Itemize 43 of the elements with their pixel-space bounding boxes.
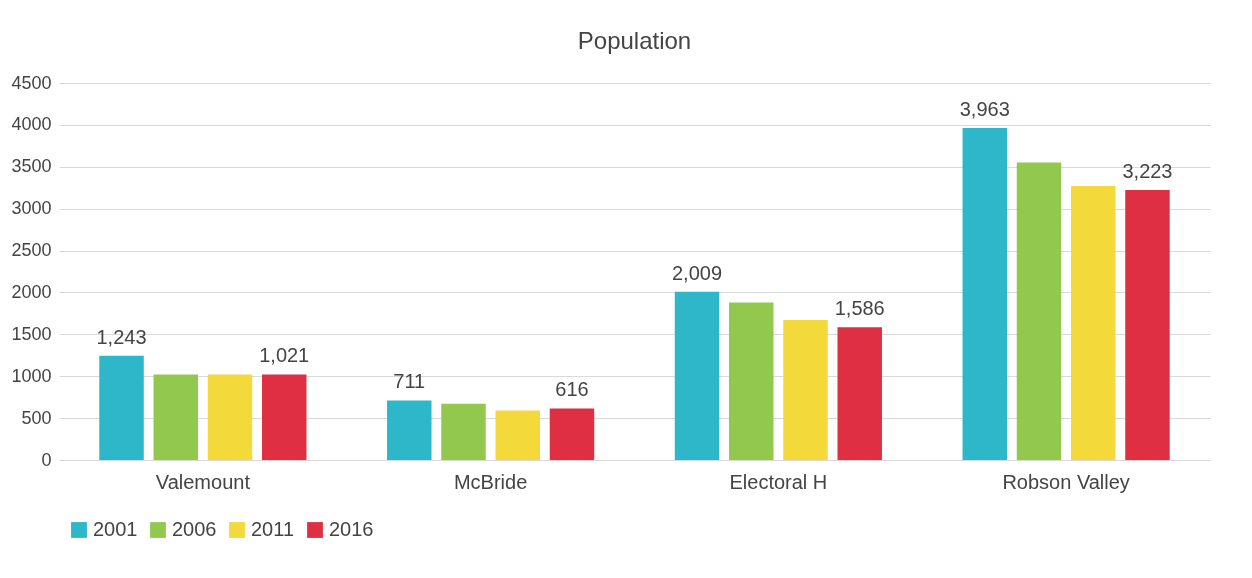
bar: [153, 374, 198, 460]
legend-label: 2016: [329, 518, 374, 540]
x-tick-label: Robson Valley: [1002, 470, 1130, 493]
x-tick-label: Electoral H: [729, 470, 828, 493]
bar: [441, 403, 486, 460]
y-tick-label: 4000: [11, 114, 52, 135]
y-tick-label: 4500: [11, 72, 52, 93]
y-tick-label: 2000: [11, 281, 52, 302]
bar: [261, 374, 307, 460]
bar: [1071, 186, 1116, 460]
bar: [387, 400, 432, 460]
data-label: 2,009: [671, 261, 723, 284]
bar: [207, 374, 253, 460]
y-tick-label: 1500: [11, 323, 52, 344]
data-label: 1,243: [96, 325, 147, 348]
bar: [549, 408, 595, 460]
legend-label: 2001: [93, 518, 138, 540]
y-tick-label: 2500: [11, 240, 52, 261]
bar: [674, 291, 720, 460]
x-tick-label: McBride: [453, 470, 528, 493]
bar: [783, 320, 828, 460]
chart-title: Population: [577, 27, 692, 54]
data-label: 3,963: [959, 97, 1010, 120]
y-tick-label: 1000: [11, 365, 52, 386]
bar: [99, 355, 144, 460]
legend-label: 2006: [172, 518, 217, 540]
data-label: 711: [393, 370, 426, 393]
bar: [729, 302, 774, 460]
data-label: 1,586: [834, 297, 885, 320]
x-tick-label: Valemount: [155, 470, 251, 493]
data-label: 616: [555, 378, 589, 401]
y-tick-label: 0: [41, 449, 52, 470]
y-tick-label: 3000: [11, 198, 52, 219]
y-tick-label: 3500: [11, 156, 52, 177]
y-tick-label: 500: [21, 407, 52, 428]
bar: [495, 410, 540, 460]
legend-label: 2011: [251, 518, 295, 540]
bar: [1125, 189, 1170, 460]
data-label: 3,223: [1122, 159, 1173, 182]
bar: [1016, 162, 1062, 460]
data-label: 1,021: [259, 344, 310, 367]
bar: [837, 327, 882, 460]
bar: [962, 127, 1008, 460]
